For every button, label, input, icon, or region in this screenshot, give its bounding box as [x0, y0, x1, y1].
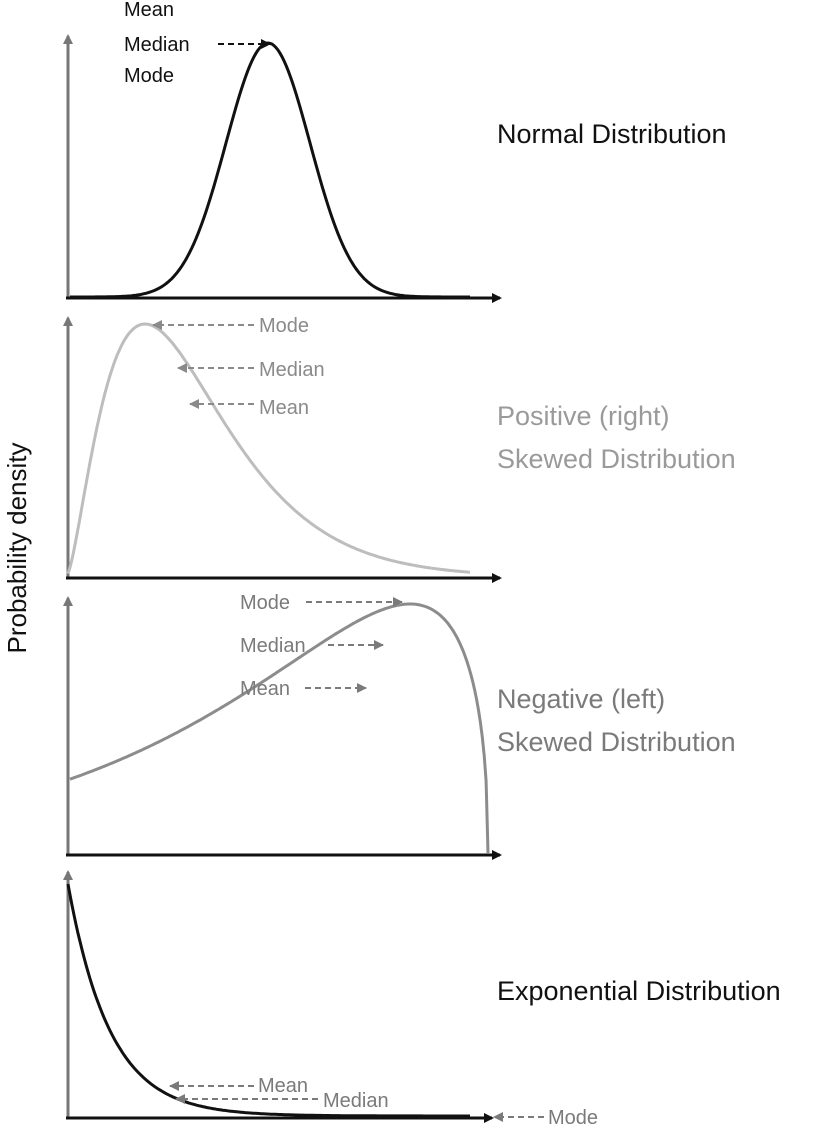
- y-axis-label: Probability density: [2, 443, 32, 654]
- title-line: Negative (left): [497, 684, 665, 714]
- annotation-label-median: Median: [259, 359, 325, 381]
- annotation-label-mean: Mean: [258, 1075, 308, 1097]
- curve-negative-skew: [69, 602, 490, 854]
- title-line: Skewed Distribution: [497, 444, 736, 474]
- curve-positive-skew: [66, 322, 471, 575]
- annotation-label-median: Median: [323, 1090, 389, 1112]
- annotation-label-mode: Mode: [548, 1107, 598, 1129]
- title-line: Normal Distribution: [497, 119, 727, 149]
- annotation-label-mean: Mean: [259, 397, 309, 419]
- title-line: Positive (right): [497, 401, 670, 431]
- title-line: Exponential Distribution: [497, 976, 781, 1006]
- curve-exponential: [66, 883, 470, 1118]
- panel-positive-skew: Positive (right) Skewed Distribution Mod…: [63, 315, 736, 583]
- annotation-label-mode: Mode: [240, 592, 290, 614]
- annotation-label-mode: Mode: [124, 65, 174, 87]
- panel-negative-skew: Negative (left) Skewed Distribution Mode…: [63, 592, 736, 860]
- annotation-label-median: Median: [240, 635, 306, 657]
- panel-normal: Normal Distribution Mean Median Mode: [63, 0, 727, 303]
- title-line: Skewed Distribution: [497, 727, 736, 757]
- annotation-label-mode: Mode: [259, 315, 309, 337]
- annotation-label-mean: Mean: [240, 678, 290, 700]
- annotation-label-mean: Mean: [124, 0, 174, 21]
- annotation-label-median: Median: [124, 34, 190, 56]
- panel-exponential: Exponential Distribution Mean Median Mod…: [63, 870, 781, 1129]
